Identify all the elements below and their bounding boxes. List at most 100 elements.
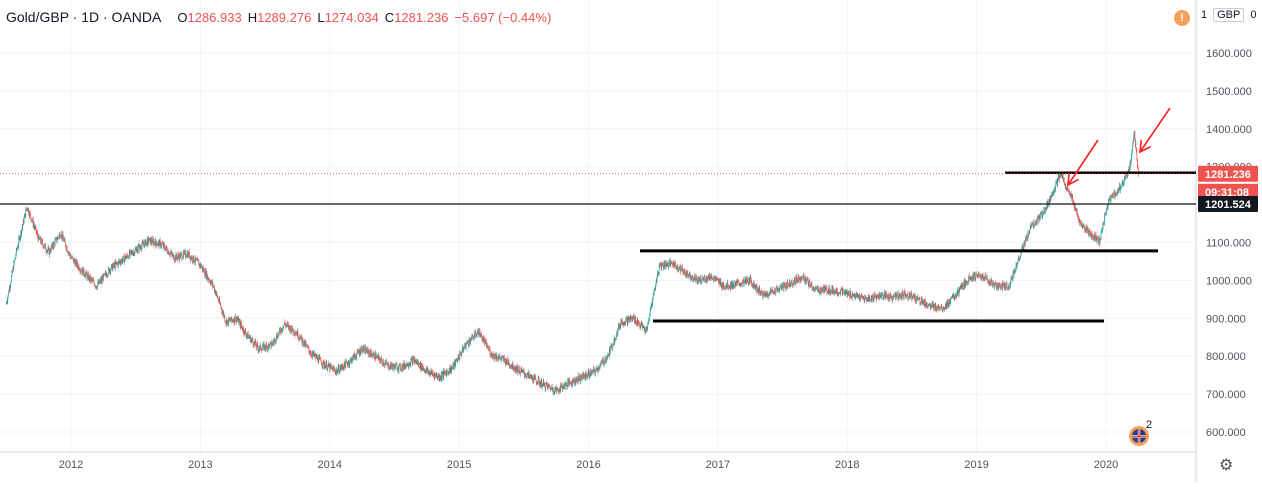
candle-body — [1073, 202, 1075, 208]
candle-body — [436, 376, 438, 379]
candle-body — [827, 292, 828, 293]
candle-body — [622, 320, 623, 324]
candle-body — [1078, 218, 1080, 224]
candle-body — [615, 338, 616, 342]
candle-body — [632, 316, 634, 320]
candle-body — [252, 341, 254, 345]
candle-body — [529, 374, 531, 376]
currency-code[interactable]: GBP — [1213, 8, 1245, 22]
candle-body — [622, 323, 624, 325]
candle-body — [178, 254, 179, 257]
candle-body — [1136, 150, 1138, 159]
candle-body — [216, 292, 218, 295]
candle-body — [599, 367, 600, 369]
candle-body — [263, 343, 265, 350]
candle-body — [113, 263, 115, 267]
candle-body — [765, 294, 767, 297]
candle-body — [224, 315, 226, 321]
candle-body — [788, 283, 789, 285]
candle-body — [835, 290, 837, 294]
candle-body — [281, 328, 283, 331]
candle-body — [540, 383, 542, 386]
candle-body — [514, 369, 516, 370]
candle-body — [950, 297, 952, 302]
candle-body — [494, 354, 496, 359]
candle-body — [195, 257, 197, 260]
candle-body — [246, 335, 247, 337]
candle-body — [42, 240, 43, 245]
candle-body — [742, 279, 744, 282]
candle-body — [1006, 283, 1007, 285]
candle-body — [126, 254, 128, 258]
candle-body — [889, 294, 890, 300]
candle-body — [272, 342, 274, 343]
candle-body — [772, 290, 773, 293]
candle-body — [169, 254, 170, 255]
candle-body — [675, 265, 677, 268]
candle-body — [929, 303, 930, 305]
candle-body — [585, 372, 586, 379]
candle-body — [588, 371, 590, 377]
last-price-tag: 1281.236 — [1205, 169, 1251, 181]
candle-body — [626, 317, 627, 319]
candle-body — [131, 251, 133, 254]
candle-body — [22, 224, 24, 227]
candle-body — [589, 376, 590, 377]
candle-body — [302, 338, 303, 343]
currency-selector[interactable]: 1 GBP 0 — [1201, 8, 1256, 22]
candle-body — [1092, 234, 1093, 237]
candle-body — [879, 292, 880, 298]
candle-body — [276, 335, 278, 339]
candle-body — [933, 304, 934, 308]
candle-body — [709, 275, 711, 281]
candle-body — [935, 304, 937, 310]
candle-body — [406, 364, 407, 366]
candle-body — [658, 266, 660, 274]
candle-body — [742, 279, 744, 282]
candle-body — [424, 369, 426, 372]
candle-body — [103, 274, 104, 281]
alert-icon[interactable]: ! — [1174, 10, 1190, 26]
candle-body — [794, 277, 795, 281]
flag-icon[interactable]: 2 — [1128, 419, 1152, 447]
candle-body — [685, 272, 687, 275]
candle-body — [963, 282, 964, 289]
candle-body — [876, 295, 878, 297]
annotation-arrow-1-head — [1067, 172, 1079, 187]
candle-body — [704, 276, 706, 282]
candle-body — [336, 369, 338, 372]
candle-body — [762, 293, 763, 297]
candle-body — [918, 298, 920, 300]
candle-body — [878, 296, 879, 299]
candle-body — [798, 277, 800, 281]
candle-body — [19, 237, 21, 241]
candle-body — [91, 279, 93, 281]
candle-body — [369, 353, 371, 357]
candle-body — [186, 256, 187, 258]
symbol-title[interactable]: Gold/GBP · 1D · OANDA — [6, 9, 162, 25]
candle-body — [845, 290, 847, 294]
candle-body — [676, 266, 677, 268]
candle-body — [473, 336, 475, 338]
candle-body — [80, 270, 81, 272]
candle-body — [478, 328, 479, 335]
candle-body — [752, 285, 754, 288]
candle-body — [431, 372, 433, 375]
gear-icon[interactable]: ⚙ — [1219, 457, 1234, 474]
candle-body — [139, 247, 141, 248]
candle-body — [771, 289, 772, 292]
candle-body — [560, 384, 562, 386]
candle-body — [689, 272, 690, 276]
candle-body — [690, 276, 691, 279]
candle-body — [363, 346, 364, 351]
candle-body — [957, 289, 959, 292]
candle-body — [642, 327, 644, 329]
candle-body — [435, 374, 437, 376]
candle-body — [85, 271, 87, 274]
candle-body — [81, 270, 83, 273]
candle-body — [183, 251, 185, 254]
candle-body — [184, 251, 185, 254]
candle-body — [1044, 211, 1046, 213]
